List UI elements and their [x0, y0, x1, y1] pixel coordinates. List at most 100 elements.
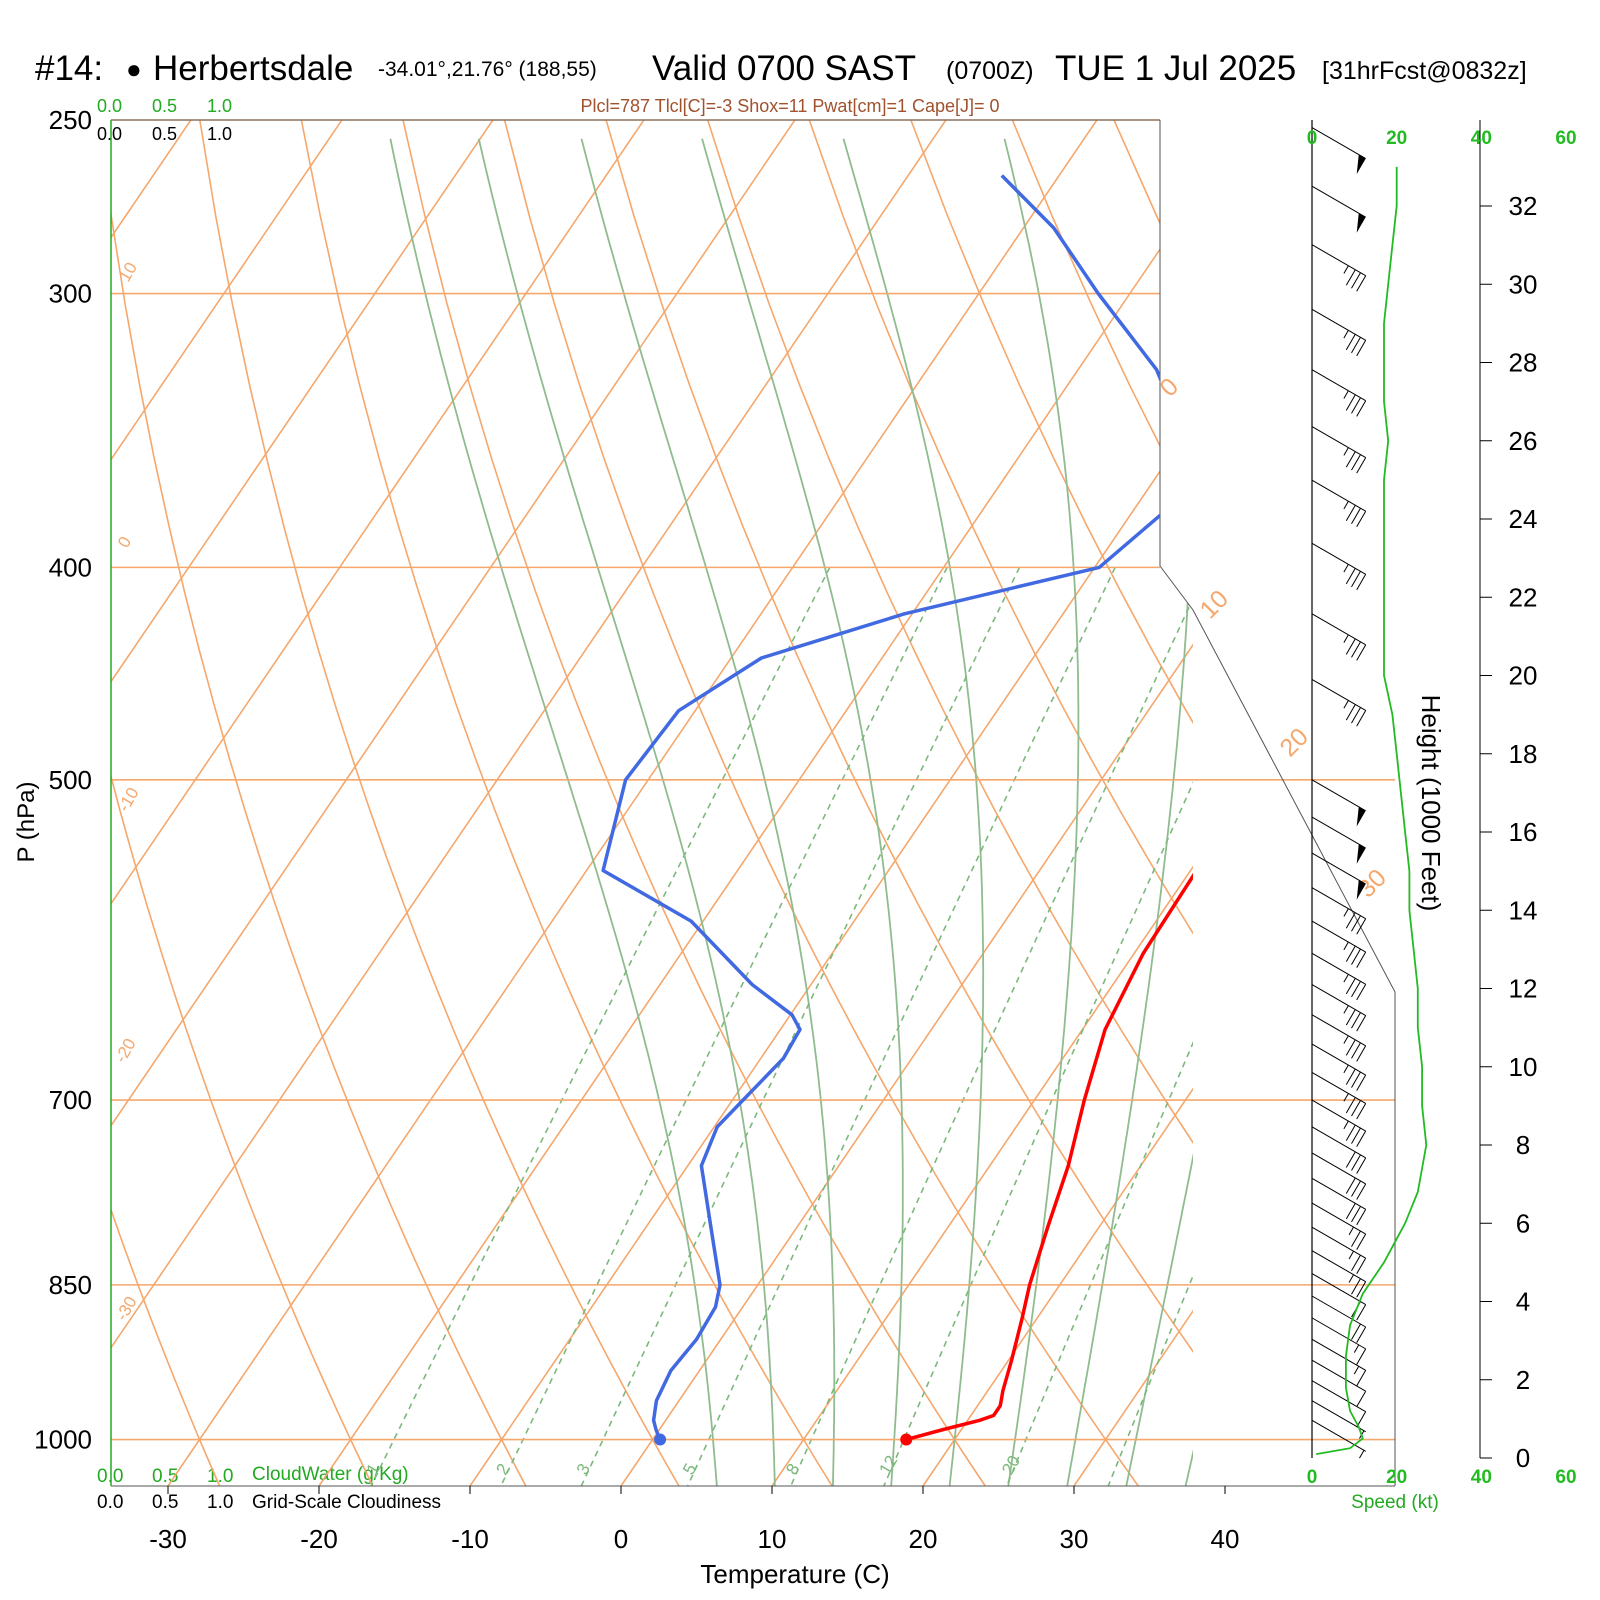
top-cloudwater-scale: 0.0 0.5 1.0: [97, 96, 232, 116]
barb-staff: [1311, 127, 1366, 160]
mixing-ratio-line: [686, 567, 1116, 1486]
barb-flag: [1351, 915, 1361, 932]
wind-barb: [1311, 1338, 1367, 1387]
barb-staff: [1311, 952, 1366, 985]
x-tick-label: 40: [1211, 1524, 1240, 1554]
x-tick-label: -30: [149, 1524, 187, 1554]
barb-flag: [1351, 1278, 1361, 1295]
barb-flag: [1351, 641, 1361, 658]
mixing-ratio-line: [370, 567, 831, 1486]
dry-adiabat-line: [111, 120, 221, 1486]
barb-staff: [1311, 1273, 1366, 1306]
isotherm-line: [111, 120, 947, 1486]
barb-flag: [1351, 337, 1361, 354]
wind-barb: [1311, 816, 1366, 864]
barb-flag: [1351, 1230, 1361, 1247]
barb-flag: [1351, 1154, 1361, 1171]
mixing-ratio-labels: 1 2 3 5 8 12 20: [363, 1452, 1024, 1478]
barb-staff: [1311, 779, 1366, 812]
barb-half-flag: [1348, 1226, 1355, 1236]
height-tick-label: 14: [1509, 895, 1538, 925]
barb-half-flag: [1359, 1450, 1365, 1459]
barb-flag: [1356, 457, 1367, 474]
dewpoint-line: [601, 174, 1188, 1441]
surface-markers: [654, 1433, 913, 1446]
dry-adiabat-line: [706, 120, 1193, 1486]
barb-staff: [1311, 369, 1366, 402]
barb-flag: [1345, 334, 1356, 351]
speed-tick-label: 60: [1555, 1467, 1576, 1488]
barb-flag: [1345, 704, 1356, 721]
pressure-tick-label: 1000: [34, 1425, 92, 1455]
moist-adiabat-line: [1065, 138, 1193, 1486]
barb-half-flag: [1353, 1366, 1360, 1375]
height-tick-label: 8: [1516, 1130, 1530, 1160]
barb-pennant: [1356, 213, 1366, 233]
barb-flag: [1351, 948, 1361, 965]
wind-barb: [1311, 1273, 1367, 1321]
height-tick-label: 2: [1516, 1365, 1530, 1395]
barb-flag: [1351, 1180, 1361, 1197]
speed-tick-label: 20: [1386, 1467, 1407, 1488]
wind-barb: [1311, 613, 1367, 661]
isotherm-label: 10: [1194, 585, 1233, 624]
mixing-ratio-label: 2: [492, 1460, 513, 1478]
moist-adiabat-line: [701, 138, 904, 1486]
x-tick-label: 20: [909, 1524, 938, 1554]
mixing-ratio-line: [1005, 567, 1193, 1486]
scale-tick-label: 1.0: [207, 96, 232, 116]
barb-staff: [1311, 1014, 1366, 1047]
valid-time: Valid 0700 SAST: [652, 49, 916, 88]
dry-adiabat-line: [808, 120, 1193, 1486]
wind-barb: [1311, 127, 1366, 175]
wind-barbs: [1311, 127, 1367, 1459]
speed-tick-label: 60: [1555, 128, 1576, 149]
barb-flag: [1356, 951, 1367, 968]
wind-barb: [1311, 852, 1366, 900]
barb-staff: [1311, 244, 1366, 277]
axes: -30 -20 -10 0 10 20 30 402503004005007008501000…: [34, 105, 1537, 1554]
barb-flag: [1356, 984, 1367, 1001]
barb-flag: [1356, 1103, 1367, 1120]
isotherm-line: [1225, 120, 1600, 1486]
barb-half-flag: [1343, 500, 1349, 510]
scale-tick-label: 1.0: [207, 1492, 233, 1513]
barb-flag: [1351, 1100, 1361, 1117]
barb-flag: [1356, 1130, 1367, 1147]
barb-flag: [1351, 507, 1361, 525]
barb-staff: [1311, 185, 1366, 218]
wind-barb: [1311, 185, 1366, 233]
scale-tick-label: 0.5: [152, 124, 177, 144]
isotherm-line: [771, 120, 1193, 1486]
isotherm-line: [1376, 120, 1600, 1486]
height-axis-title: Height (1000 Feet): [1416, 695, 1446, 912]
x-tick-label: -20: [300, 1524, 338, 1554]
barb-flag: [1351, 981, 1361, 998]
barb-flag: [1345, 1177, 1356, 1194]
isotherm-line: [111, 120, 343, 1486]
barb-staff: [1311, 816, 1366, 849]
temperature-surface-marker: [900, 1433, 913, 1446]
x-tick-label: 30: [1060, 1524, 1089, 1554]
forecast-info: [31hrFcst@0832z]: [1322, 57, 1527, 85]
barb-staff: [1311, 1250, 1366, 1283]
barb-flag: [1351, 707, 1361, 724]
wind-barb: [1311, 542, 1367, 591]
barb-staff: [1311, 308, 1366, 341]
wind-barb: [1311, 1099, 1367, 1147]
scale-tick-label: 0.5: [152, 1492, 178, 1513]
wind-barb: [1311, 779, 1366, 827]
isotherm-line: [469, 120, 1193, 1486]
forecast-date: TUE 1 Jul 2025: [1055, 49, 1296, 88]
barb-staff: [1311, 1419, 1366, 1452]
height-tick-label: 30: [1509, 269, 1538, 299]
isotherm-line: [167, 120, 1098, 1486]
wind-barb: [1311, 308, 1367, 357]
barb-half-flag: [1343, 908, 1349, 917]
pressure-tick-label: 250: [49, 105, 92, 135]
barb-flag: [1345, 945, 1356, 962]
barb-flag: [1356, 510, 1367, 528]
barb-flag: [1356, 1015, 1367, 1032]
